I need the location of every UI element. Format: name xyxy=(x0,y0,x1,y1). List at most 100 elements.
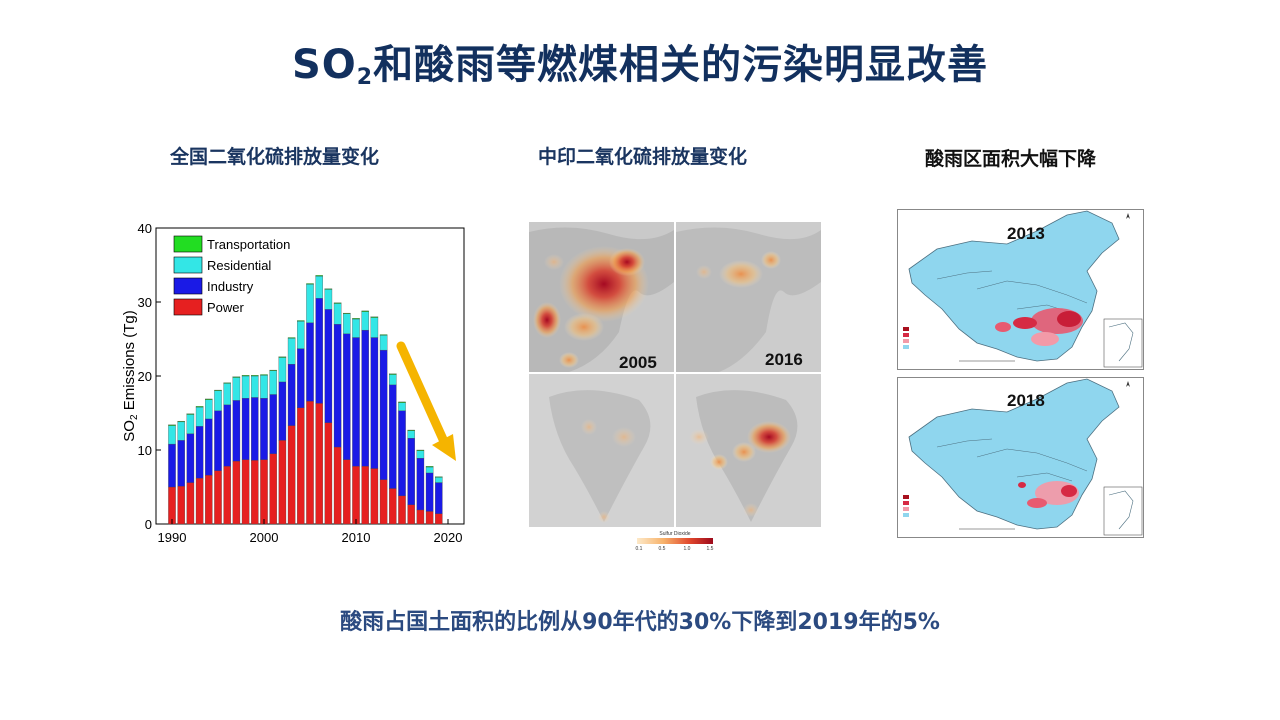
bar-residential-1994 xyxy=(205,399,213,420)
bar-residential-2015 xyxy=(398,402,406,411)
legend-swatch-transportation xyxy=(173,235,203,253)
bar-power-2015 xyxy=(398,495,406,525)
bar-industry-1994 xyxy=(205,418,213,476)
bar-industry-1993 xyxy=(195,426,204,479)
bar-residential-1993 xyxy=(195,406,204,427)
bar-industry-2006 xyxy=(315,298,323,404)
bar-industry-1997 xyxy=(232,400,241,462)
bar-industry-2013 xyxy=(379,349,388,480)
bar-transportation-1994 xyxy=(205,398,213,400)
legend-label-transportation: Transportation xyxy=(207,237,290,252)
bar-residential-2002 xyxy=(278,357,287,383)
bar-industry-2012 xyxy=(370,337,379,469)
bar-residential-2007 xyxy=(324,289,333,310)
y-axis-label: SO2 Emissions (Tg) xyxy=(121,310,140,441)
bar-residential-1995 xyxy=(214,390,222,411)
bar-residential-1991 xyxy=(177,421,185,441)
bar-residential-2014 xyxy=(389,374,397,386)
legend-label-industry: Industry xyxy=(207,279,254,294)
mid-panel-heading: 中印二氧化硫排放量变化 xyxy=(538,146,748,168)
bar-residential-2005 xyxy=(306,284,314,323)
bar-industry-2014 xyxy=(389,384,397,489)
bar-residential-2018 xyxy=(425,466,434,474)
bar-transportation-2011 xyxy=(361,310,369,312)
bar-industry-2018 xyxy=(425,472,434,512)
bar-power-2009 xyxy=(343,459,351,525)
bar-industry-2009 xyxy=(343,333,351,460)
bar-transportation-2010 xyxy=(352,318,360,320)
bar-transportation-2013 xyxy=(379,334,388,336)
bar-power-1997 xyxy=(232,460,241,525)
bar-industry-1995 xyxy=(214,410,222,471)
y-tick-label-10: 10 xyxy=(138,443,152,458)
bar-residential-2009 xyxy=(343,313,351,334)
bar-residential-1992 xyxy=(186,414,195,434)
colorbar-tick-1: 0.5 xyxy=(659,546,666,552)
slide-title: SO2和酸雨等燃煤相关的污染明显改善 xyxy=(291,42,989,90)
bar-residential-2010 xyxy=(352,318,360,338)
bar-power-2008 xyxy=(333,446,342,525)
bar-power-1990 xyxy=(168,486,176,525)
bar-transportation-2005 xyxy=(306,283,314,285)
sulfur-dioxide-colorbar xyxy=(637,538,713,544)
bar-power-1993 xyxy=(195,477,204,525)
bar-transportation-1998 xyxy=(241,375,250,377)
bar-transportation-2015 xyxy=(398,401,406,403)
bar-transportation-2009 xyxy=(343,312,351,314)
bar-power-2014 xyxy=(389,488,397,525)
bar-power-2010 xyxy=(352,466,360,525)
bar-residential-2001 xyxy=(269,370,277,395)
colorbar-tick-3: 1.5 xyxy=(707,546,714,552)
bar-industry-2005 xyxy=(306,322,314,402)
bar-industry-2015 xyxy=(398,410,406,497)
decline-arrow xyxy=(396,341,456,461)
colorbar-tick-2: 1.0 xyxy=(684,546,691,552)
acid-rain-map-2013 xyxy=(897,209,1144,370)
bar-transportation-2019 xyxy=(435,476,443,478)
bar-transportation-2002 xyxy=(278,356,287,358)
bar-transportation-1993 xyxy=(195,406,204,408)
ticks-group: 0 10 20 30 40 1990 2000 2010 2020 xyxy=(138,221,463,545)
bar-transportation-2001 xyxy=(269,369,277,371)
legend-swatch-residential xyxy=(173,256,203,274)
bar-residential-2000 xyxy=(260,375,268,399)
bar-power-1991 xyxy=(177,486,185,525)
left-panel-heading: 全国二氧化硫排放量变化 xyxy=(170,146,380,168)
bar-transportation-1997 xyxy=(232,376,241,378)
bar-transportation-1996 xyxy=(223,382,231,384)
map-year-2018: 2018 xyxy=(1007,391,1045,410)
x-tick-label-2000: 2000 xyxy=(250,530,279,545)
india-2005-map xyxy=(529,374,674,527)
bar-transportation-1995 xyxy=(214,389,222,391)
y-tick-label-20: 20 xyxy=(138,369,152,384)
bar-power-2013 xyxy=(379,479,388,525)
y-tick-label-0: 0 xyxy=(145,517,152,532)
bar-industry-2017 xyxy=(416,457,425,511)
bar-industry-2019 xyxy=(435,482,443,514)
bar-power-2003 xyxy=(287,425,296,525)
bar-industry-1990 xyxy=(168,443,176,488)
bar-transportation-2016 xyxy=(407,429,415,431)
legend-swatch-power xyxy=(173,298,203,316)
bar-industry-2016 xyxy=(407,438,415,505)
bar-power-2004 xyxy=(297,407,305,525)
chart-legend: Transportation Residential Industry Power xyxy=(173,235,290,316)
bar-industry-2001 xyxy=(269,394,277,454)
bar-industry-1992 xyxy=(186,433,195,483)
bar-power-2011 xyxy=(361,466,369,525)
bar-residential-2006 xyxy=(315,275,323,299)
bar-residential-2003 xyxy=(287,338,296,365)
bar-transportation-2007 xyxy=(324,288,333,290)
bar-residential-2013 xyxy=(379,335,388,351)
bar-industry-2011 xyxy=(361,329,369,467)
bar-residential-2004 xyxy=(297,321,305,349)
map-year-2005: 2005 xyxy=(619,353,657,372)
bar-residential-1996 xyxy=(223,383,231,406)
legend-label-residential: Residential xyxy=(207,258,271,273)
satellite-maps-svg: Sulfur Dioxide 0.1 0.5 1.0 1.5 xyxy=(529,222,821,552)
bar-residential-2011 xyxy=(361,311,369,331)
bar-industry-2008 xyxy=(333,324,342,448)
so2-emissions-chart: 0 10 20 30 40 1990 2000 2010 2020 Transportation… xyxy=(120,214,480,554)
bar-residential-1990 xyxy=(168,425,176,445)
bar-residential-2016 xyxy=(407,430,415,439)
